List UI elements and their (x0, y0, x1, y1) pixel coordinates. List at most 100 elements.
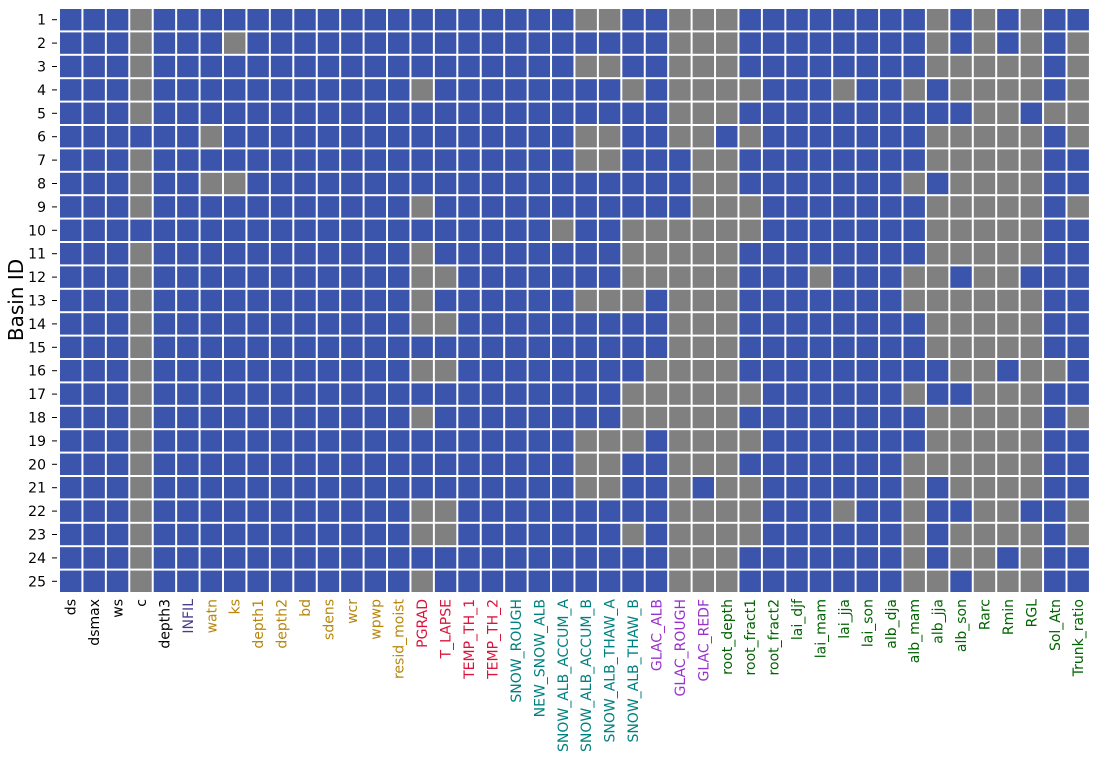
heatmap-cell (973, 266, 996, 288)
heatmap-cell (341, 360, 363, 382)
heatmap-cell (130, 360, 152, 382)
heatmap-cell (575, 477, 597, 499)
heatmap-cell (833, 360, 855, 382)
heatmap-cell (669, 266, 691, 288)
heatmap-cell (528, 477, 551, 499)
heatmap-cell (528, 149, 551, 171)
heatmap-cell (411, 336, 433, 358)
heatmap-cell (833, 32, 855, 54)
heatmap-cell (598, 79, 621, 101)
heatmap-cell (341, 430, 363, 452)
heatmap-cell (786, 360, 808, 382)
heatmap-cell (786, 336, 808, 358)
heatmap-cell (458, 430, 480, 452)
heatmap-cell (552, 266, 574, 288)
heatmap-cell (692, 313, 715, 335)
heatmap-cell (1020, 266, 1043, 288)
heatmap-cell (716, 9, 738, 31)
heatmap-cell (856, 32, 879, 54)
heatmap-cell (434, 172, 457, 195)
heatmap-cell (153, 289, 176, 312)
heatmap-cell (388, 547, 410, 569)
heatmap-cell (833, 406, 855, 429)
heatmap-cell (973, 149, 996, 171)
heatmap-cell (856, 383, 879, 405)
heatmap-cell (130, 9, 152, 31)
heatmap-cell (973, 430, 996, 452)
heatmap-cell (505, 430, 527, 452)
heatmap-cell (341, 243, 363, 265)
heatmap-cell (1044, 453, 1066, 475)
heatmap-cell (1067, 477, 1089, 499)
heatmap-cell (552, 219, 574, 241)
heatmap-cell (880, 196, 902, 218)
heatmap-cell (481, 172, 504, 195)
heatmap-cell (716, 149, 738, 171)
heatmap-cell (481, 219, 504, 241)
heatmap-cell (224, 219, 246, 241)
heatmap-cell (880, 32, 902, 54)
heatmap-cell (786, 547, 808, 569)
heatmap-cell (388, 9, 410, 31)
heatmap-cell (926, 500, 949, 522)
heatmap-cell (1067, 547, 1089, 569)
heatmap-cell (926, 313, 949, 335)
heatmap-cell (786, 149, 808, 171)
heatmap-cell (224, 523, 246, 546)
heatmap-cell (411, 453, 433, 475)
heatmap-cell (552, 79, 574, 101)
heatmap-cell (505, 289, 527, 312)
heatmap-cell (388, 149, 410, 171)
heatmap-cell (388, 453, 410, 475)
heatmap-cell (950, 360, 972, 382)
heatmap-cell (692, 149, 715, 171)
heatmap-cell (716, 453, 738, 475)
heatmap-cell (762, 266, 785, 288)
heatmap-cell (60, 360, 82, 382)
heatmap-cell (716, 32, 738, 54)
heatmap-cell (669, 360, 691, 382)
y-tick-label: 2 (37, 36, 46, 52)
heatmap-cell (997, 570, 1019, 592)
heatmap-cell (505, 453, 527, 475)
heatmap-cell (598, 126, 621, 148)
heatmap-cell (341, 219, 363, 241)
heatmap-cell (294, 243, 316, 265)
heatmap-cell (153, 219, 176, 241)
heatmap-cell (645, 336, 668, 358)
heatmap-cell (224, 32, 246, 54)
heatmap-cell (83, 453, 105, 475)
heatmap-cell (809, 570, 832, 592)
heatmap-cell (247, 9, 269, 31)
heatmap-cell (739, 9, 761, 31)
heatmap-cell (200, 453, 223, 475)
heatmap-cell (1067, 219, 1089, 241)
heatmap-cell (200, 360, 223, 382)
heatmap-cell (341, 266, 363, 288)
heatmap-cell (153, 453, 176, 475)
heatmap-cell (364, 453, 387, 475)
heatmap-cell (505, 219, 527, 241)
heatmap-cell (434, 149, 457, 171)
heatmap-cell (997, 172, 1019, 195)
heatmap-cell (833, 196, 855, 218)
heatmap-cell (809, 243, 832, 265)
heatmap-cell (528, 383, 551, 405)
heatmap-cell (341, 523, 363, 546)
heatmap-cell (926, 149, 949, 171)
heatmap-cell (880, 500, 902, 522)
heatmap-cell (833, 570, 855, 592)
heatmap-cell (458, 547, 480, 569)
heatmap-cell (177, 477, 199, 499)
heatmap-cell (60, 477, 82, 499)
heatmap-cell (458, 172, 480, 195)
heatmap-cell (481, 196, 504, 218)
heatmap-cell (317, 336, 340, 358)
heatmap-cell (856, 289, 879, 312)
heatmap-cell (669, 126, 691, 148)
heatmap-cell (224, 500, 246, 522)
heatmap-cell (224, 243, 246, 265)
heatmap-cell (528, 102, 551, 124)
heatmap-cell (528, 570, 551, 592)
heatmap-cell (552, 9, 574, 31)
